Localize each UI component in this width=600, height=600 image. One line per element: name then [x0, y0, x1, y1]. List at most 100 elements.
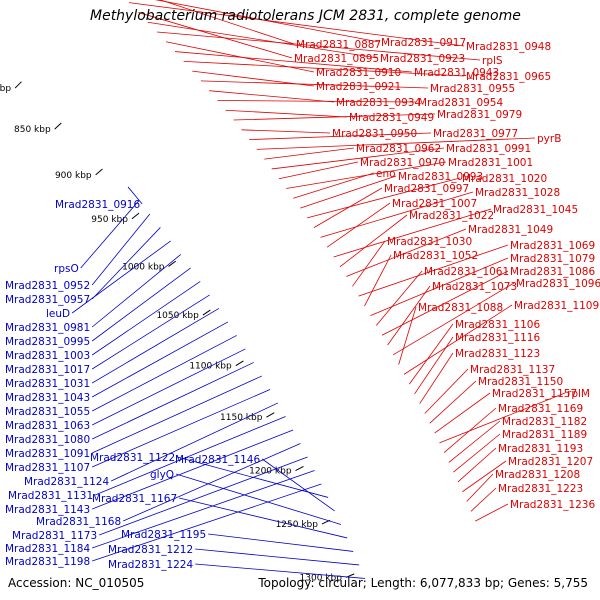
- gene-label-forward: Mrad2831_1096: [516, 278, 600, 290]
- reverse-label-lines: [71, 186, 365, 579]
- gene-label-forward: Mrad2831_1079: [510, 253, 595, 265]
- gene-label-forward: Mrad2831_0943: [414, 67, 499, 79]
- gene-label-reverse: Mrad2831_1003: [5, 350, 90, 362]
- gene-label-forward: Mrad2831_0934: [336, 97, 421, 109]
- gene-label-forward: Mrad2831_1182: [502, 416, 587, 428]
- gene-label-forward: eno: [376, 168, 396, 180]
- gene-label-forward: Mrad2831_0962: [356, 143, 441, 155]
- gene-label-forward: Mrad2831_0970: [360, 157, 445, 169]
- gene-label-forward: Mrad2831_0955: [430, 83, 515, 95]
- gene-label-forward: Mrad2831_1007: [392, 198, 477, 210]
- gene-label-forward: Mrad2831_1028: [475, 187, 560, 199]
- gene-label-forward: Mrad2831_0887: [296, 39, 381, 51]
- scale-tick-label: 950 kbp: [91, 215, 128, 225]
- gene-label-reverse: Mrad2831_0981: [5, 322, 90, 334]
- gene-label-reverse: Mrad2831_1173: [12, 530, 97, 542]
- gene-label-forward: Mrad2831_1193: [498, 443, 583, 455]
- gene-label-reverse: Mrad2831_1131: [8, 490, 93, 502]
- gene-label-forward: Mrad2831_0923: [380, 53, 465, 65]
- gene-label-reverse: Mrad2831_1143: [5, 504, 90, 516]
- gene-label-forward: Mrad2831_0977: [433, 128, 518, 140]
- gene-label-forward: Mrad2831_1189: [502, 429, 587, 441]
- gene-label-reverse: Mrad2831_1063: [5, 420, 90, 432]
- gene-label-forward: Mrad2831_1022: [409, 210, 494, 222]
- gene-label-reverse: Mrad2831_1124: [24, 476, 109, 488]
- gene-label-forward: Mrad2831_1207: [508, 456, 593, 468]
- gene-label-reverse: Mrad2831_1212: [108, 544, 193, 556]
- gene-label-reverse: Mrad2831_1091: [5, 448, 90, 460]
- gene-label-forward: Mrad2831_1236: [510, 499, 595, 511]
- gene-label-reverse: Mrad2831_1167: [92, 493, 177, 505]
- gene-label-reverse: Mrad2831_1195: [121, 529, 206, 541]
- gene-label-forward: Mrad2831_1223: [498, 483, 583, 495]
- gene-label-reverse: glyQ: [150, 469, 174, 481]
- gene-label-reverse: Mrad2831_1043: [5, 392, 90, 404]
- gene-label-forward: Mrad2831_1049: [468, 224, 553, 236]
- scale-tick-label: 1300 kbp: [300, 573, 343, 583]
- map-title: Methylobacterium radiotolerans JCM 2831,…: [90, 8, 521, 24]
- scale-tick-label: 900 kbp: [55, 171, 92, 181]
- gene-label-forward: Mrad2831_1069: [510, 240, 595, 252]
- gene-label-forward: Mrad2831_1086: [510, 266, 595, 278]
- gene-label-forward: Mrad2831_0997: [384, 183, 469, 195]
- gene-label-forward: Mrad2831_0954: [418, 97, 503, 109]
- gene-label-forward: Mrad2831_0921: [316, 81, 401, 93]
- gene-label-forward: Mrad2831_1150: [478, 376, 563, 388]
- gene-label-reverse: Mrad2831_1122: [90, 452, 175, 464]
- forward-label-lines: [128, 0, 566, 522]
- gene-label-reverse: rpsO: [54, 263, 79, 275]
- gene-label-reverse: Mrad2831_0995: [5, 336, 90, 348]
- gene-label-reverse: Mrad2831_1146: [175, 454, 260, 466]
- gene-label-forward: Mrad2831_1052: [393, 250, 478, 262]
- scale-tick-label: 850 kbp: [14, 125, 51, 135]
- gene-label-forward: Mrad2831_1001: [448, 157, 533, 169]
- forward-labels: Mrad2831_0887 Mrad2831_0917 Mrad2831_0948M…: [294, 37, 600, 511]
- gene-label-forward: rplS: [482, 55, 503, 67]
- gene-label-forward: Mrad2831_1169: [498, 403, 583, 415]
- gene-label-forward: Mrad2831_0895: [294, 53, 379, 65]
- gene-label-forward: pyrB: [537, 133, 561, 145]
- gene-label-forward: Mrad2831_0979: [437, 109, 522, 121]
- gene-label-forward: Mrad2831_1106: [455, 319, 540, 331]
- gene-label-forward: Mrad2831_1208: [495, 469, 580, 481]
- gene-label-reverse: Mrad2831_1107: [5, 462, 90, 474]
- gene-label-forward: Mrad2831_0949: [349, 112, 434, 124]
- gene-label-forward: Mrad2831_0965: [466, 71, 551, 83]
- scale-tick-label: 800 kbp: [0, 84, 11, 94]
- gene-label-reverse: Mrad2831_0957: [5, 294, 90, 306]
- gene-label-forward: Mrad2831_1045: [493, 204, 578, 216]
- gene-label-reverse: Mrad2831_1184: [5, 543, 90, 555]
- gene-label-forward: Mrad2831_1088: [418, 302, 503, 314]
- gene-label-forward: Mrad2831_1061: [424, 266, 509, 278]
- gene-label-forward: Mrad2831_1116: [455, 332, 540, 344]
- gene-label-forward: Mrad2831_1020: [462, 173, 547, 185]
- gene-label-reverse: Mrad2831_0916: [55, 199, 140, 211]
- gene-label-forward: Mrad2831_0910: [316, 67, 401, 79]
- scale-ticks: 800 kbp 850 kbp 900 kbp 950 kbp 1000 kbp 1050…: [0, 81, 355, 583]
- gene-label-forward: Mrad2831_1109: [514, 300, 599, 312]
- gene-label-reverse: Mrad2831_0952: [5, 280, 90, 292]
- gene-label-forward: Mrad2831_0991: [446, 143, 531, 155]
- gene-label-forward: Mrad2831_1157: [492, 388, 577, 400]
- accession-text: Accession: NC_010505: [8, 576, 145, 590]
- gene-label-forward: Mrad2831_1073: [432, 281, 517, 293]
- scale-tick-label: 1050 kbp: [156, 311, 199, 321]
- scale-tick-label: 1150 kbp: [220, 413, 263, 423]
- scale-tick-label: 1000 kbp: [122, 262, 165, 272]
- gene-label-reverse: Mrad2831_1017: [5, 364, 90, 376]
- scale-tick-label: 1200 kbp: [249, 467, 292, 477]
- gene-label-reverse: Mrad2831_1224: [108, 559, 193, 571]
- gene-label-forward: Mrad2831_0950: [332, 128, 417, 140]
- gene-label-forward: Mrad2831_0948: [466, 41, 551, 53]
- scale-tick-label: 1100 kbp: [189, 362, 232, 372]
- gene-label-forward: Mrad2831_1137: [470, 364, 555, 376]
- gene-label-reverse: Mrad2831_1198: [5, 556, 90, 568]
- gene-label-forward: Mrad2831_1030: [387, 236, 472, 248]
- gene-label-reverse: leuD: [46, 308, 70, 320]
- gene-label-reverse: Mrad2831_1168: [36, 516, 121, 528]
- gene-label-forward: Mrad2831_0993: [398, 171, 483, 183]
- reverse-labels: Mrad2831_0916 rpsO Mrad2831_0952 Mrad2831_0…: [5, 199, 260, 571]
- gene-label-forward: Mrad2831_0917: [381, 37, 466, 49]
- scale-tick-label: 1250 kbp: [276, 520, 319, 530]
